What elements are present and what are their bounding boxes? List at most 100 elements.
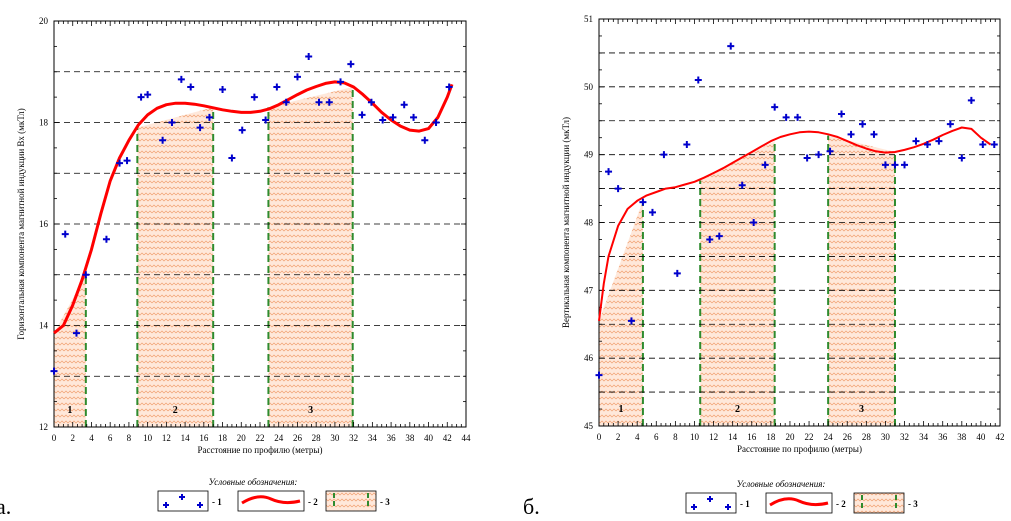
data-point	[445, 83, 453, 91]
legend-point-icon	[707, 496, 713, 502]
legend-label-2: - 2	[836, 499, 846, 509]
x-tick-label: 28	[862, 432, 872, 442]
data-point	[137, 93, 145, 101]
legend-point-icon	[725, 504, 731, 510]
x-tick-label: 32	[900, 432, 909, 442]
x-tick-label: 12	[709, 432, 718, 442]
y-tick-label: 18	[39, 118, 49, 128]
data-point	[102, 235, 110, 243]
zone-fill-2	[700, 141, 775, 426]
data-point	[673, 269, 681, 277]
x-tick-label: 4	[635, 432, 640, 442]
data-point	[337, 78, 345, 86]
data-point	[123, 157, 131, 165]
x-axis-title: Расстояние по профилю (метры)	[198, 445, 323, 455]
legend-title: Условные обозначения:	[737, 479, 826, 489]
x-tick-label: 6	[108, 433, 113, 443]
data-point	[648, 208, 656, 216]
legend-point-icon	[163, 502, 169, 508]
x-tick-label: 26	[843, 432, 853, 442]
data-point	[595, 371, 603, 379]
x-tick-label: 22	[256, 433, 265, 443]
data-point	[990, 140, 998, 148]
data-point	[727, 42, 735, 50]
data-point	[219, 86, 227, 94]
zone-fill-1	[599, 200, 643, 426]
x-tick-label: 10	[690, 432, 700, 442]
data-point	[614, 185, 622, 193]
zone-label-3: 3	[859, 404, 864, 415]
data-point	[177, 75, 185, 83]
zone-label-1: 1	[67, 405, 72, 416]
data-point	[946, 120, 954, 128]
data-point	[262, 116, 270, 124]
legend-curve-icon	[241, 495, 301, 505]
data-point	[935, 137, 943, 145]
y-tick-label: 48	[584, 218, 594, 228]
x-tick-label: 34	[368, 433, 378, 443]
data-point	[771, 103, 779, 111]
data-point	[901, 161, 909, 169]
data-point	[923, 140, 931, 148]
data-point	[782, 113, 790, 121]
x-tick-label: 42	[996, 432, 1005, 442]
chart-b: 1 2 30 2 4 6 8 10 12 14 16 18 20 22 24 26 28 30 32 34 36 38 40…	[561, 14, 1005, 454]
legend-curve-icon	[769, 497, 829, 507]
zone-label-2: 2	[735, 404, 740, 415]
x-tick-label: 16	[199, 433, 209, 443]
y-tick-label: 20	[39, 16, 49, 26]
data-point	[168, 119, 176, 126]
x-tick-label: 18	[766, 432, 776, 442]
data-point	[273, 83, 281, 91]
data-point	[750, 219, 758, 226]
data-point	[967, 96, 975, 104]
zone-label-3: 3	[308, 405, 313, 416]
x-axis-title: Расстояние по профилю (метры)	[737, 444, 862, 454]
y-tick-label: 51	[584, 14, 593, 24]
data-point	[305, 53, 313, 61]
data-point	[432, 119, 440, 126]
legend-point-icon	[691, 504, 697, 510]
data-point	[627, 317, 635, 325]
data-point	[238, 126, 246, 134]
data-point	[979, 140, 987, 148]
legend-label-1: - 1	[740, 499, 750, 509]
zone-fill-3	[828, 135, 895, 426]
data-point	[347, 60, 355, 68]
zone-fill-2	[137, 107, 214, 428]
data-point	[761, 161, 769, 169]
x-tick-label: 20	[237, 433, 247, 443]
x-tick-label: 20	[785, 432, 795, 442]
data-point	[738, 181, 746, 189]
zone-fill-1	[54, 274, 86, 427]
data-point	[605, 168, 613, 176]
data-point	[116, 159, 124, 167]
legend-label-2: - 2	[308, 497, 318, 507]
y-tick-label: 46	[584, 353, 594, 363]
data-point	[144, 91, 152, 99]
legend-label-1: - 1	[212, 497, 222, 507]
zone-fill-3	[268, 86, 353, 427]
data-point	[250, 93, 258, 101]
y-tick-label: 47	[584, 285, 594, 295]
x-tick-label: 36	[387, 433, 397, 443]
trend-curve	[53, 80, 454, 335]
x-tick-label: 2	[616, 432, 621, 442]
data-point	[187, 83, 195, 91]
data-point	[72, 329, 80, 337]
data-point	[891, 161, 899, 169]
x-tick-label: 18	[218, 433, 228, 443]
y-tick-label: 49	[584, 150, 594, 160]
trend-curve	[598, 126, 992, 322]
data-point	[82, 271, 90, 279]
chart-a: 1 2 30 2 4 6 8 10 12 14 16 18 20 22 24 26 28 30 32 34 36 38 40…	[16, 16, 471, 455]
x-tick-label: 0	[52, 433, 57, 443]
data-point	[794, 113, 802, 121]
data-point	[315, 98, 323, 106]
panel-label-a: а.	[0, 494, 12, 519]
y-tick-label: 45	[584, 421, 594, 431]
data-point	[803, 154, 811, 162]
x-tick-label: 6	[654, 432, 659, 442]
legend-point-icon	[179, 494, 185, 500]
panel-label-b: б.	[523, 494, 540, 519]
